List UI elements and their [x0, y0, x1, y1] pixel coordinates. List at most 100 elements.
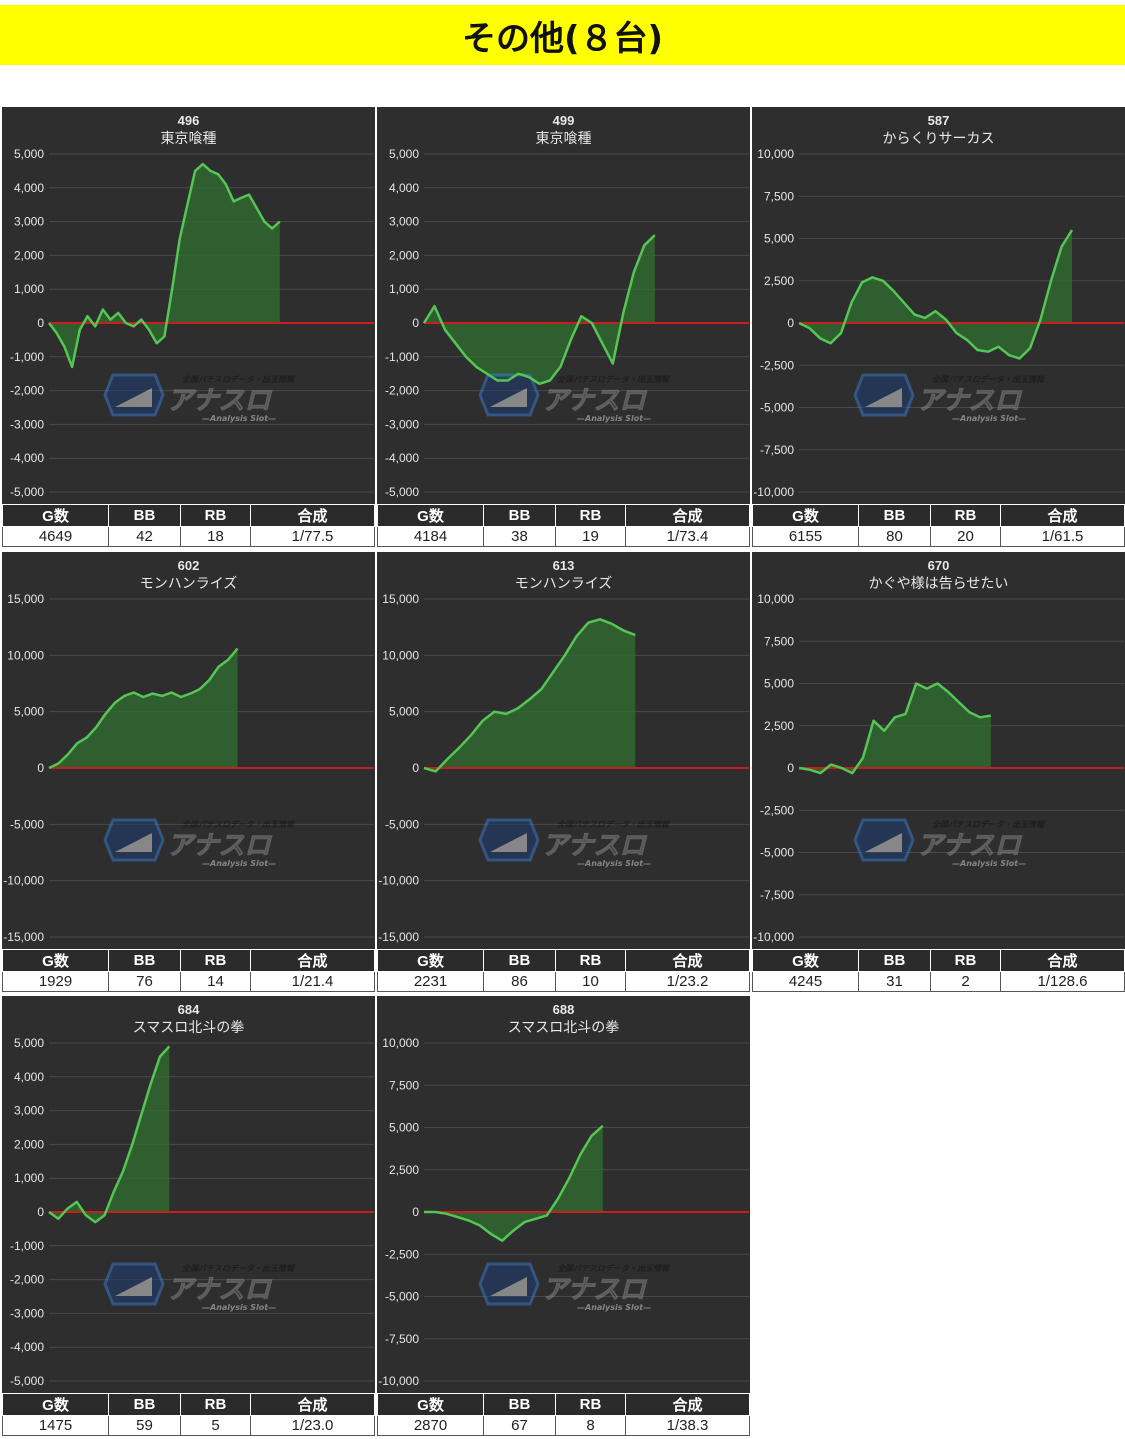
y-tick-label: 2,000: [14, 248, 44, 262]
header-games: G数: [752, 949, 859, 972]
stats-header-row: G数 BB RB 合成: [2, 949, 375, 972]
watermark-brand: アナスロ: [167, 831, 272, 861]
y-tick-label: -5,000: [760, 846, 794, 860]
header-bb: BB: [483, 949, 556, 972]
header-combined: 合成: [625, 949, 750, 972]
y-tick-label: -10,000: [753, 485, 794, 499]
y-tick-label: -1,000: [10, 350, 44, 364]
series-line: [423, 618, 636, 773]
y-tick-label: 4,000: [14, 181, 44, 195]
series-line: [48, 162, 281, 369]
series-line: [798, 229, 1074, 360]
y-tick-label: -7,500: [760, 443, 794, 457]
y-tick-label: 10,000: [382, 648, 419, 662]
chart-panel-496: 496 東京喰種 5,000 4,000 3,000 2,000 1,000 0 -1,000 -…: [2, 107, 375, 547]
value-rb: 8: [555, 1415, 626, 1436]
value-combined: 1/23.2: [625, 971, 750, 992]
chart-svg: 688 スマスロ北斗の拳 10,000 7,500 5,000 2,500 0 -2,500 -…: [377, 996, 750, 1393]
y-tick-label: -15,000: [3, 930, 44, 944]
y-tick-label: 0: [37, 1205, 44, 1219]
value-rb: 20: [930, 526, 1001, 547]
y-tick-label: -10,000: [378, 1374, 419, 1388]
stats-header-row: G数 BB RB 合成: [752, 949, 1125, 972]
watermark-logo: アナスロ 全国パチスロデータ・出玉情報 —Analysis Slot—: [478, 373, 671, 423]
y-tick-label: -7,500: [385, 1332, 419, 1346]
y-tick-label: -2,000: [10, 384, 44, 398]
page-title: その他(８台): [461, 18, 664, 59]
watermark-logo: アナスロ 全国パチスロデータ・出玉情報 —Analysis Slot—: [103, 1262, 296, 1312]
value-combined: 1/77.5: [250, 526, 375, 547]
value-combined: 1/38.3: [625, 1415, 750, 1436]
watermark-tagline: 全国パチスロデータ・出玉情報: [557, 1263, 671, 1273]
y-tick-label: -5,000: [385, 485, 419, 499]
stats-value-row: 4245 31 2 1/128.6: [752, 971, 1125, 992]
y-tick-label: 10,000: [382, 1036, 419, 1050]
chart-panel-602: 602 モンハンライズ 15,000 10,000 5,000 0 -5,000 -10,00…: [2, 552, 375, 992]
chart-panel-688: 688 スマスロ北斗の拳 10,000 7,500 5,000 2,500 0 -2,500 -…: [377, 996, 750, 1436]
y-tick-label: 2,500: [389, 1163, 419, 1177]
stats-table: G数 BB RB 合成 4245 31 2 1/128.6: [752, 949, 1125, 992]
y-tick-label: 5,000: [389, 147, 419, 161]
y-tick-label: 10,000: [7, 648, 44, 662]
y-tick-label: -2,000: [385, 384, 419, 398]
y-tick-label: 5,000: [14, 705, 44, 719]
y-tick-label: 7,500: [764, 189, 794, 203]
watermark-tagline: 全国パチスロデータ・出玉情報: [932, 819, 1046, 829]
chart-title-number: 613: [553, 558, 575, 573]
value-games: 4649: [2, 526, 109, 547]
stats-table: G数 BB RB 合成 2870 67 8 1/38.3: [377, 1393, 750, 1436]
stats-header-row: G数 BB RB 合成: [377, 504, 750, 527]
logo-wedge-icon: [115, 388, 152, 407]
chart-svg: 670 かぐや様は告らせたい 10,000 7,500 5,000 2,500 0 -2,50…: [752, 552, 1125, 949]
logo-wedge-icon: [115, 833, 152, 852]
header-games: G数: [377, 504, 484, 527]
stats-header-row: G数 BB RB 合成: [377, 949, 750, 972]
value-rb: 10: [555, 971, 626, 992]
value-combined: 1/61.5: [1000, 526, 1125, 547]
header-combined: 合成: [625, 1393, 750, 1416]
header-bb: BB: [108, 949, 181, 972]
stats-header-row: G数 BB RB 合成: [752, 504, 1125, 527]
watermark-logo: アナスロ 全国パチスロデータ・出玉情報 —Analysis Slot—: [853, 818, 1046, 868]
value-games: 2870: [377, 1415, 484, 1436]
header-combined: 合成: [250, 1393, 375, 1416]
series-area: [424, 235, 655, 384]
y-tick-label: 0: [412, 1205, 419, 1219]
series-line: [48, 647, 239, 770]
y-tick-label: 5,000: [389, 705, 419, 719]
header-rb: RB: [930, 949, 1001, 972]
series-area: [799, 683, 991, 774]
y-tick-label: 3,000: [14, 215, 44, 229]
watermark-tagline: 全国パチスロデータ・出玉情報: [932, 374, 1046, 384]
watermark-logo: アナスロ 全国パチスロデータ・出玉情報 —Analysis Slot—: [853, 373, 1046, 423]
value-combined: 1/21.4: [250, 971, 375, 992]
page-title-banner: その他(８台): [0, 5, 1125, 65]
watermark-logo: アナスロ 全国パチスロデータ・出玉情報 —Analysis Slot—: [103, 373, 296, 423]
y-tick-label: -2,500: [760, 803, 794, 817]
y-tick-label: 15,000: [382, 592, 419, 606]
y-tick-label: 7,500: [764, 634, 794, 648]
chart-title-machine: かぐや様は告らせたい: [869, 576, 1009, 592]
y-tick-label: 3,000: [14, 1104, 44, 1118]
value-games: 4245: [752, 971, 859, 992]
chart-panel-670: 670 かぐや様は告らせたい 10,000 7,500 5,000 2,500 0 -2,50…: [752, 552, 1125, 992]
chart-title-number: 496: [178, 113, 200, 128]
header-rb: RB: [180, 949, 251, 972]
chart-svg: 587 からくりサーカス 10,000 7,500 5,000 2,500 0 -2,500 -…: [752, 107, 1125, 504]
value-games: 4184: [377, 526, 484, 547]
header-rb: RB: [930, 504, 1001, 527]
y-tick-label: -7,500: [760, 888, 794, 902]
chart-title-machine: からくりサーカス: [883, 131, 995, 147]
logo-wedge-icon: [115, 1277, 152, 1296]
y-tick-label: 0: [37, 761, 44, 775]
chart-svg: 602 モンハンライズ 15,000 10,000 5,000 0 -5,000 -10,00…: [2, 552, 375, 949]
y-tick-label: -1,000: [10, 1239, 44, 1253]
y-tick-label: 2,000: [14, 1137, 44, 1151]
chart-svg: 613 モンハンライズ 15,000 10,000 5,000 0 -5,000 -10,00…: [377, 552, 750, 949]
watermark-logo: アナスロ 全国パチスロデータ・出玉情報 —Analysis Slot—: [103, 818, 296, 868]
logo-wedge-icon: [865, 388, 902, 407]
header-games: G数: [2, 1393, 109, 1416]
stats-value-row: 4184 38 19 1/73.4: [377, 526, 750, 547]
watermark-sub: —Analysis Slot—: [202, 859, 276, 868]
chart-title-number: 602: [178, 558, 200, 573]
